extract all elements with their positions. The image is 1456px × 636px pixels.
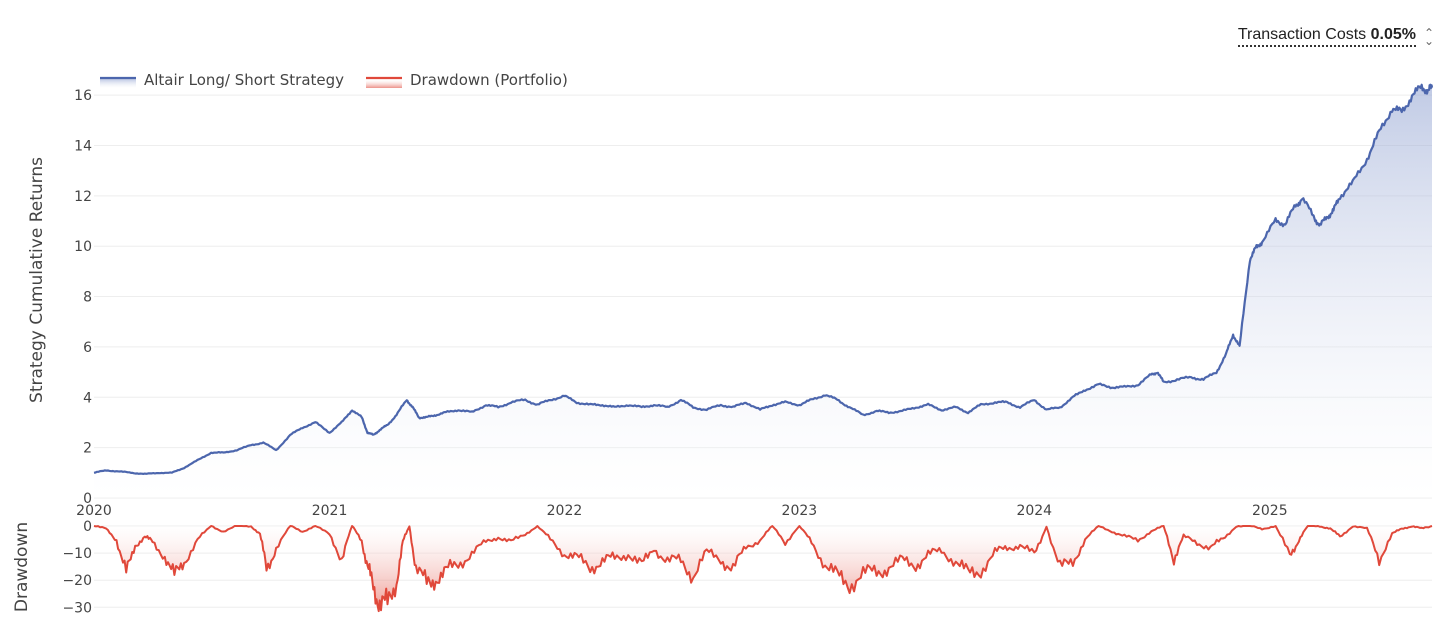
main-y-tick-label: 4	[83, 390, 92, 406]
main-y-tick-label: 6	[83, 340, 92, 356]
main-y-tick-label: 10	[74, 239, 92, 255]
drawdown-y-tick-label: −30	[62, 600, 92, 616]
transaction-costs-label: Transaction Costs	[1237, 26, 1367, 43]
x-tick-label: 2024	[1016, 503, 1052, 519]
legend-item: Altair Long/ Short Strategy	[100, 71, 344, 89]
main-y-tick-label: 0	[83, 491, 92, 507]
x-tick-label: 2020	[76, 503, 112, 519]
x-tick-label: 2025	[1252, 503, 1288, 519]
legend: Altair Long/ Short Strategy Drawdown (Por…	[100, 71, 568, 89]
cumulative-returns-area	[93, 83, 1434, 498]
x-tick-label: 2023	[782, 503, 818, 519]
x-tick-label: 2022	[547, 503, 583, 519]
drawdown-y-tick-label: −10	[62, 546, 92, 562]
main-y-tick-label: 14	[74, 138, 92, 154]
up-down-chevron-icon[interactable]: ⌃ ⌄	[1423, 26, 1434, 48]
drawdown-y-tick-label: 0	[83, 519, 92, 535]
cumulative-returns-fill	[94, 84, 1432, 498]
legend-swatch-fill	[100, 78, 136, 88]
drawdown-y-axis-label: Drawdown	[12, 522, 32, 612]
main-y-tick-label: 2	[83, 441, 92, 457]
drawdown-y-tick-label: −20	[62, 573, 92, 589]
legend-label: Drawdown (Portfolio)	[410, 71, 568, 89]
main-y-tick-label: 8	[83, 290, 92, 306]
drawdown-fill	[94, 526, 1432, 612]
drawdown-line	[93, 525, 1433, 613]
legend-swatch-fill	[366, 80, 402, 88]
x-ticks: 2020 2021 2022 2023 2024 2025	[76, 503, 1287, 519]
main-y-tick-label: 16	[74, 88, 92, 104]
drawdown-area	[93, 525, 1433, 613]
drawdown-y-ticks: 0 −10 −20 −30	[62, 519, 92, 616]
main-y-ticks: 0 2 4 6 8 10 12 14 16	[74, 88, 92, 507]
cumulative-returns-line	[93, 83, 1434, 475]
x-tick-label: 2021	[312, 503, 348, 519]
legend-label: Altair Long/ Short Strategy	[144, 71, 344, 89]
transaction-costs-selector[interactable]: Transaction Costs 0.05%	[1237, 26, 1416, 47]
transaction-costs-value: 0.05%	[1370, 26, 1416, 43]
main-y-axis-label: Strategy Cumulative Returns	[27, 157, 47, 403]
main-y-tick-label: 12	[74, 189, 92, 205]
legend-item: Drawdown (Portfolio)	[366, 71, 568, 89]
